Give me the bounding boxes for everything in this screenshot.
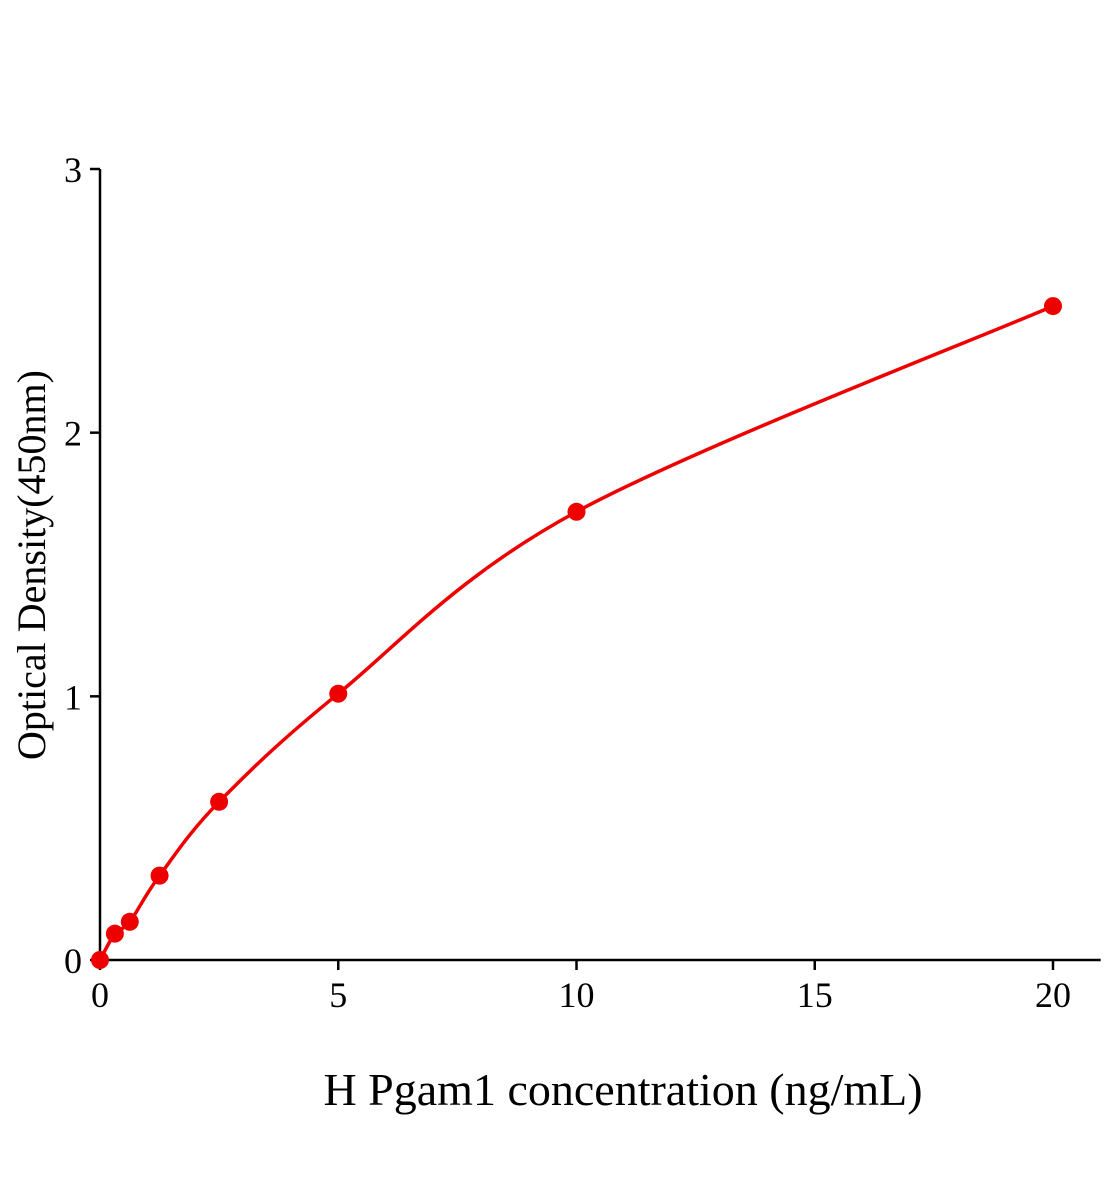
- x-tick-label: 20: [1035, 975, 1071, 1015]
- data-points: [91, 297, 1062, 969]
- x-tick-label: 10: [559, 975, 595, 1015]
- data-point: [1044, 297, 1062, 316]
- x-tick-label: 15: [797, 975, 833, 1015]
- y-tick-label: 0: [64, 941, 82, 981]
- axes: 0 5 10 15 20 0 1 2 3: [64, 150, 1101, 1015]
- y-tick-label: 3: [64, 150, 82, 190]
- fit-curve: [98, 304, 1054, 961]
- y-tick-label: 2: [64, 414, 82, 454]
- data-point: [150, 866, 169, 885]
- data-point: [120, 912, 139, 931]
- data-point: [210, 792, 229, 811]
- data-point: [329, 684, 348, 703]
- x-tick-label: 0: [91, 975, 109, 1015]
- y-axis-label: Optical Density(450nm): [9, 370, 54, 760]
- x-tick-label: 5: [329, 975, 347, 1015]
- data-point: [105, 924, 124, 943]
- y-tick-label: 1: [64, 677, 82, 717]
- x-axis-label: H Pgam1 concentration (ng/mL): [323, 1064, 922, 1115]
- data-point: [91, 951, 109, 969]
- data-point: [567, 502, 586, 521]
